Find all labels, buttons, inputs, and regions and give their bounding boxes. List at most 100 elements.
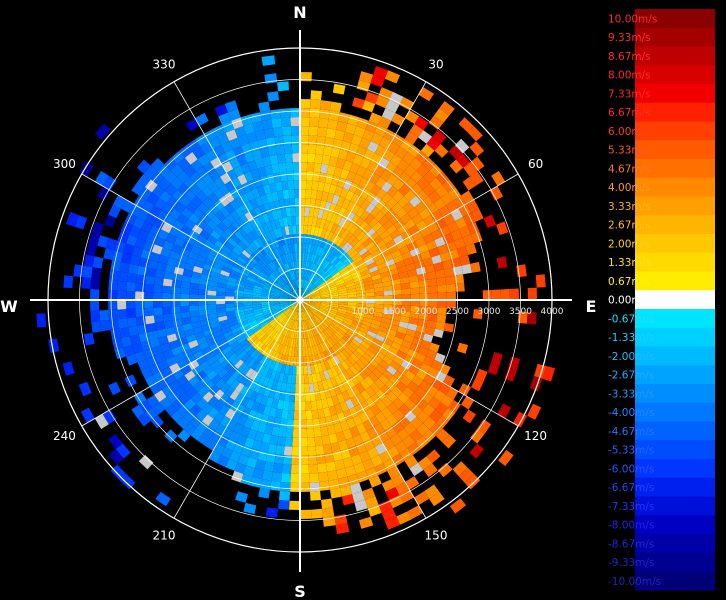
velocity-cell (291, 347, 295, 357)
velocity-cell (428, 300, 438, 308)
velocity-cell (246, 131, 258, 144)
velocity-cell (227, 352, 238, 363)
velocity-cell (328, 479, 340, 490)
velocity-cell (290, 482, 300, 492)
velocity-cell (277, 278, 286, 286)
velocity-cell (227, 254, 238, 263)
velocity-cell (307, 437, 316, 447)
velocity-cell (278, 372, 285, 383)
velocity-cell (304, 320, 308, 330)
velocity-cell (293, 261, 297, 271)
velocity-cell (340, 229, 350, 240)
velocity-cell (275, 381, 283, 391)
velocity-cell (293, 270, 297, 280)
velocity-cell (306, 282, 313, 291)
velocity-cell (338, 292, 348, 296)
velocity-cell (243, 502, 257, 515)
velocity-cell (302, 292, 310, 299)
velocity-cell (178, 195, 191, 208)
velocity-cell (398, 345, 410, 355)
velocity-cell (470, 262, 481, 273)
velocity-cell (214, 103, 228, 117)
velocity-cell (282, 400, 290, 411)
velocity-cell (213, 364, 225, 375)
velocity-cell (270, 239, 277, 250)
velocity-cell (410, 416, 423, 430)
velocity-cell (201, 185, 214, 198)
velocity-cell (164, 429, 178, 443)
velocity-cell (177, 231, 189, 242)
velocity-cell (397, 326, 408, 335)
velocity-cell (408, 224, 420, 236)
velocity-cell (208, 384, 220, 396)
velocity-cell (99, 310, 110, 321)
velocity-cell (303, 261, 307, 271)
velocity-cell (262, 433, 272, 444)
velocity-cell (94, 414, 109, 430)
velocity-cell (112, 195, 126, 209)
velocity-cell (326, 282, 336, 288)
velocity-cell (210, 215, 222, 226)
velocity-cell (240, 353, 250, 363)
velocity-cell (281, 126, 292, 136)
velocity-cell (443, 323, 455, 333)
velocity-cell (316, 190, 324, 201)
velocity-cell (314, 153, 323, 164)
velocity-cell (310, 317, 317, 326)
velocity-cell (306, 356, 311, 366)
legend-label: 4.00m/s (608, 182, 651, 194)
velocity-cell (448, 145, 463, 160)
velocity-cell (375, 364, 387, 375)
velocity-cell (310, 290, 320, 296)
velocity-cell (200, 141, 213, 155)
velocity-cell (172, 369, 185, 381)
velocity-cell (308, 464, 319, 474)
velocity-cell (422, 257, 434, 267)
velocity-cell (282, 287, 291, 294)
velocity-cell (270, 296, 280, 299)
cardinal-label-east: E (586, 297, 597, 316)
velocity-cell (370, 184, 382, 196)
velocity-cell (254, 362, 263, 373)
velocity-cell (311, 508, 323, 519)
velocity-cell (215, 378, 226, 390)
velocity-cell (341, 390, 351, 402)
velocity-cell (290, 292, 298, 299)
velocity-cell (133, 195, 147, 209)
velocity-cell (355, 282, 365, 289)
velocity-cell (294, 302, 299, 311)
velocity-cell (386, 402, 399, 415)
velocity-cell (407, 505, 423, 520)
velocity-cell (270, 480, 281, 491)
velocity-cell (253, 217, 262, 228)
legend-label: -7.33m/s (608, 501, 654, 513)
velocity-cell (323, 145, 333, 157)
legend-label: 9.33m/s (608, 32, 651, 44)
velocity-cell (308, 285, 316, 292)
velocity-cell (219, 172, 231, 185)
velocity-cell (320, 321, 328, 329)
velocity-cell (381, 407, 393, 419)
velocity-cell (330, 233, 338, 243)
velocity-cell (402, 386, 415, 399)
velocity-cell (433, 262, 444, 272)
velocity-cell (203, 161, 215, 174)
velocity-cell (329, 289, 339, 294)
velocity-cell (281, 464, 292, 474)
velocity-cell (201, 346, 212, 356)
azimuth-spoke (173, 299, 301, 519)
velocity-cell (401, 300, 411, 306)
velocity-cell (197, 386, 209, 398)
velocity-cell (332, 257, 341, 267)
velocity-cell (244, 201, 254, 212)
velocity-cell (326, 211, 334, 222)
velocity-cell (291, 329, 296, 339)
velocity-cell (301, 288, 305, 298)
velocity-cell (300, 171, 307, 181)
velocity-cell (283, 307, 292, 315)
velocity-cell (173, 237, 186, 248)
velocity-cell (301, 279, 304, 289)
velocity-cell (131, 342, 144, 354)
velocity-cell (330, 335, 339, 345)
legend-label: 10.00m/s (608, 13, 657, 25)
